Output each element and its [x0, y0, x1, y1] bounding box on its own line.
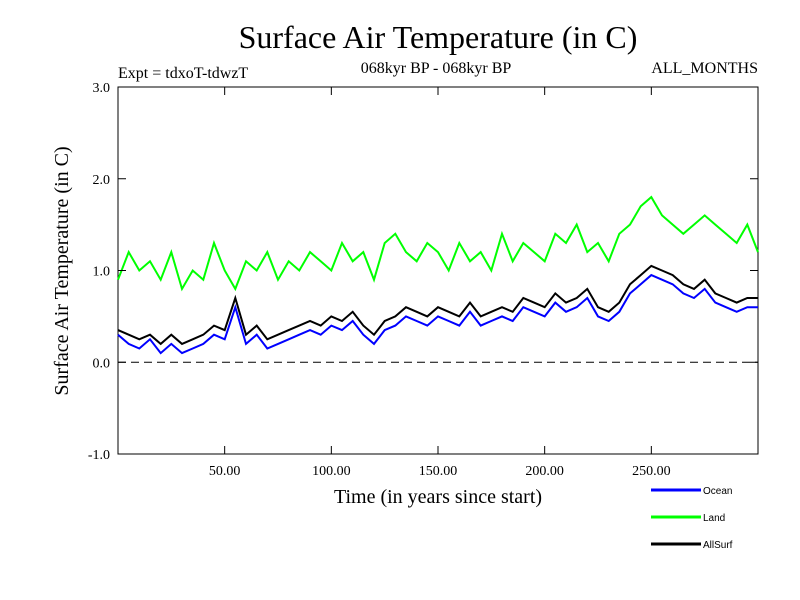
y-tick-label: 0.0 — [93, 356, 111, 371]
x-tick-label: 150.00 — [419, 464, 458, 479]
x-tick-label: 50.00 — [209, 464, 241, 479]
y-axis-label: Surface Air Temperature (in C) — [51, 146, 73, 395]
months-label: ALL_MONTHS — [651, 60, 758, 77]
series-layer — [117, 195, 759, 355]
x-tick-label: 200.00 — [525, 464, 564, 479]
axis-layer: 50.00 100.00 150.00 200.00 250.00 -1.0 0.0 1.0 2… — [88, 81, 758, 479]
legend: Ocean Land AllSurf — [651, 486, 733, 551]
x-axis-label: Time (in years since start) — [334, 486, 542, 508]
experiment-label: Expt = tdxoT-tdwzT — [118, 65, 248, 82]
y-tick-label: -1.0 — [88, 448, 110, 463]
y-tick-label: 2.0 — [93, 173, 111, 188]
x-tick-label: 100.00 — [312, 464, 351, 479]
series-line-land — [117, 195, 759, 292]
x-tick-label: 250.00 — [632, 464, 671, 479]
series-line-ocean — [117, 273, 758, 355]
chart-subtitle: 068kyr BP - 068kyr BP — [361, 60, 512, 77]
y-tick-label: 3.0 — [93, 81, 111, 96]
legend-label-land: Land — [703, 513, 725, 524]
legend-label-allsurf: AllSurf — [703, 540, 733, 551]
series-line-allsurf — [117, 264, 758, 346]
chart-title: Surface Air Temperature (in C) — [239, 19, 638, 55]
legend-label-ocean: Ocean — [703, 486, 732, 497]
y-tick-label: 1.0 — [93, 265, 111, 280]
